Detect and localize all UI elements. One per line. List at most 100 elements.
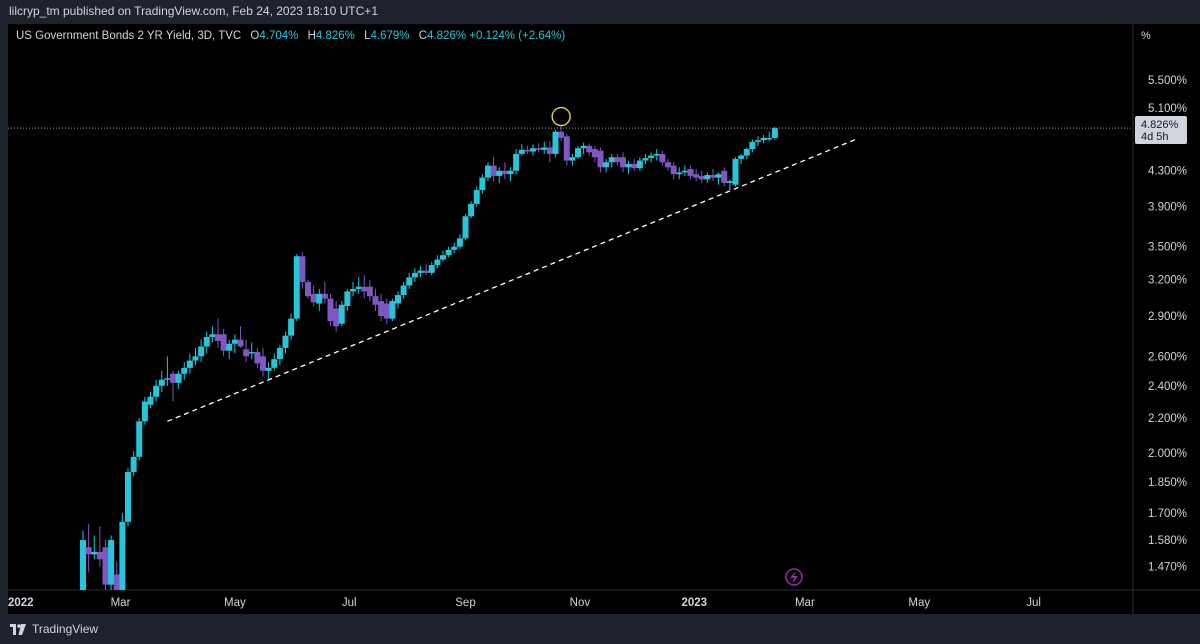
candle-body [738,155,745,159]
candle-body [119,521,126,590]
candle-body [378,301,385,317]
low-label: L [364,30,371,42]
candle [141,396,148,425]
candle [468,201,475,219]
price-tick-label: 3.900% [1148,202,1187,214]
candle [80,530,86,590]
candle [170,370,176,402]
candle [586,143,593,156]
candle [119,513,126,590]
candle-body [85,547,92,555]
candle [406,272,413,290]
candle-body [231,339,238,344]
chart-panel[interactable] [8,24,1200,614]
candle-body [186,360,193,368]
candle [766,131,773,142]
candle [738,153,745,164]
candle-body [608,157,615,163]
candle-body [642,158,649,161]
candle-body [451,246,458,250]
price-tick-label: 2.400% [1148,381,1187,393]
candle [198,339,205,363]
candle [670,162,677,180]
candle [771,127,778,140]
candle [254,347,261,368]
candle [485,162,491,182]
candle [361,275,368,299]
candle-body [755,140,761,142]
candle [535,143,542,153]
candle-body [355,286,362,290]
candle-body [170,373,176,383]
candle [383,298,390,324]
price-tick-label: 2.200% [1148,413,1187,425]
candle-body [113,574,120,590]
candle [125,468,131,527]
candle [355,277,362,294]
candle-body [524,149,531,152]
candle [490,157,497,182]
candle [395,291,401,309]
candle-body [490,165,497,176]
candle-body [591,149,598,158]
candle [434,255,441,269]
candle-body [372,296,379,305]
candle-body [333,308,340,327]
candle-body [136,421,143,457]
candle-body [125,472,131,522]
candle-body [603,162,610,168]
candle-body [226,343,233,351]
candle [445,246,452,258]
trendline [167,138,856,422]
candle [749,139,756,153]
candle [524,145,531,154]
candle [659,150,666,166]
candle-body [518,149,525,154]
candle-body [192,356,199,361]
candle-body [411,272,418,278]
candle [726,179,733,191]
time-tick-label: Jul [1026,597,1041,609]
candle-body [366,286,373,297]
lightning-icon[interactable] [785,568,803,586]
candle-body [445,249,452,256]
candle [631,158,638,171]
tradingview-brand[interactable]: TradingView [10,622,98,636]
candle-body [726,181,733,183]
candle [226,339,233,360]
candle [760,134,767,144]
candle [546,141,553,163]
candle-body [749,141,756,150]
candle [507,167,514,182]
candle-body [220,334,227,351]
candle-body [535,148,542,150]
candle-body [237,339,244,347]
candle [271,353,278,371]
candle [378,293,385,322]
candle-body [282,335,289,348]
candle [558,124,565,142]
candle-body [710,175,716,178]
candle [237,326,244,348]
candle [158,370,165,393]
candle-body [434,259,441,266]
candle-body [338,304,345,324]
candle-body [575,148,581,158]
candle [715,172,722,185]
candle [209,326,216,343]
price-tick-label: 2.000% [1148,448,1187,460]
price-scale-ticks: 5.500% 5.100% 4.300% 3.900% 3.500% 3.200% 2.90… [1148,75,1187,574]
candle [625,160,632,175]
candle-body [91,551,98,555]
candle [676,167,683,180]
candle [704,172,711,183]
candle [451,242,458,254]
time-tick-label: Sep [455,597,475,609]
candle [181,362,188,380]
candle-body [327,298,334,322]
candle [288,313,295,340]
candle-body [383,303,390,319]
candle-body [321,293,328,299]
candle [417,266,424,278]
